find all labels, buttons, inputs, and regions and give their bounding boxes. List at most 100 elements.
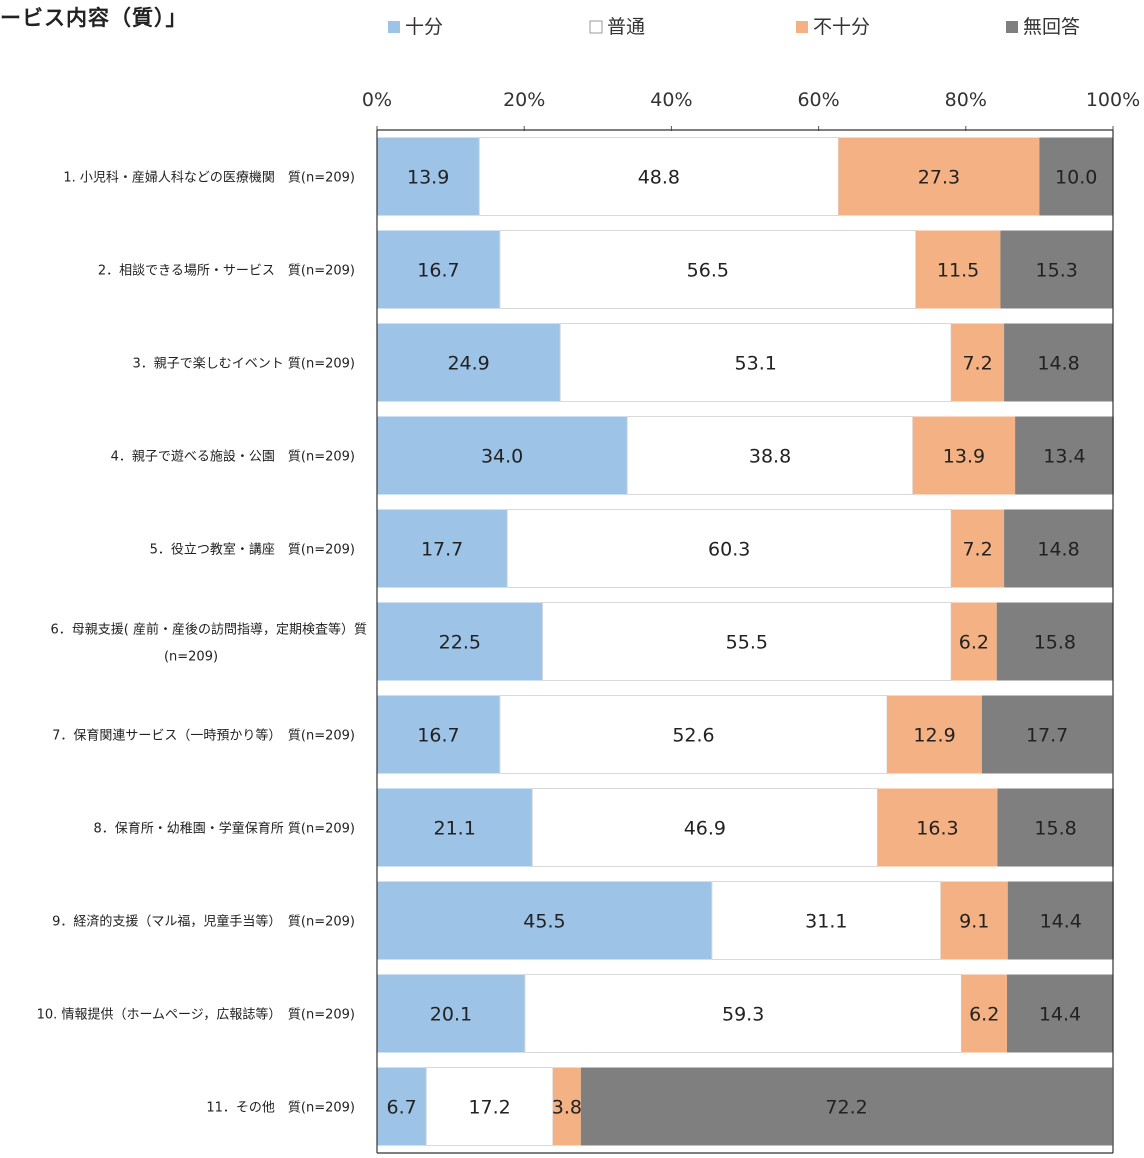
bar-segment bbox=[1004, 509, 1113, 588]
legend-label-4: 無回答 bbox=[1023, 16, 1080, 38]
data-label: 11.5 bbox=[937, 260, 979, 282]
data-label: 53.1 bbox=[735, 353, 777, 375]
data-label: 24.9 bbox=[447, 353, 489, 375]
data-label: 45.5 bbox=[523, 911, 565, 933]
x-tick-label: 20% bbox=[503, 89, 545, 111]
bar-segment bbox=[1015, 416, 1114, 495]
bar-segment bbox=[377, 974, 525, 1053]
data-label: 72.2 bbox=[825, 1097, 867, 1119]
category-label: 8．保育所・幼稚園・学童保育所 質(n=209) bbox=[94, 821, 356, 837]
bar-segment bbox=[1039, 137, 1113, 216]
bar-segment bbox=[377, 230, 500, 309]
bar-segment bbox=[951, 509, 1005, 588]
data-label: 12.9 bbox=[913, 725, 955, 747]
bar-segment bbox=[377, 137, 480, 216]
category-label: 10. 情報提供（ホームページ，広報誌等） 質(n=209) bbox=[37, 1007, 355, 1023]
bar-segment bbox=[887, 695, 982, 774]
x-tick-label: 0% bbox=[362, 89, 392, 111]
category-label: 11．その他 質(n=209) bbox=[206, 1101, 355, 1116]
data-label: 17.7 bbox=[1026, 725, 1068, 747]
bar-segment bbox=[951, 323, 1005, 402]
bar-segment bbox=[377, 695, 500, 774]
category-label: 6．母親支援( 産前・産後の訪問指導，定期検査等）質 bbox=[51, 622, 367, 638]
x-tick-label: 40% bbox=[650, 89, 692, 111]
bar-segment bbox=[377, 602, 543, 681]
bar-segment bbox=[915, 230, 1001, 309]
legend-swatch-4 bbox=[1006, 21, 1018, 33]
data-label: 16.7 bbox=[417, 725, 459, 747]
bar-segment bbox=[1007, 881, 1114, 960]
bar-segment bbox=[552, 1067, 581, 1146]
data-label: 14.4 bbox=[1040, 911, 1082, 933]
bar-segment bbox=[377, 788, 533, 867]
data-label: 13.4 bbox=[1043, 446, 1085, 468]
legend-label-1: 十分 bbox=[405, 16, 443, 38]
data-label: 55.5 bbox=[726, 632, 768, 654]
data-label: 16.7 bbox=[417, 260, 459, 282]
bar-segment bbox=[478, 137, 839, 216]
data-label: 15.8 bbox=[1034, 818, 1076, 840]
data-label: 16.3 bbox=[916, 818, 958, 840]
bar-segment bbox=[951, 602, 997, 681]
x-tick-label: 100% bbox=[1086, 89, 1140, 111]
data-label: 14.4 bbox=[1039, 1004, 1081, 1026]
bar-segment bbox=[711, 881, 942, 960]
data-label: 21.1 bbox=[433, 818, 475, 840]
data-label: 34.0 bbox=[481, 446, 523, 468]
bar-segment bbox=[940, 881, 1008, 960]
data-label: 22.5 bbox=[439, 632, 481, 654]
bar-segment bbox=[877, 788, 998, 867]
bar-segment bbox=[1004, 323, 1113, 402]
category-label-line2: (n=209) bbox=[164, 650, 218, 665]
category-label: 1. 小児科・産婦人科などの医療機関 質(n=209) bbox=[63, 170, 355, 186]
bar-segment bbox=[981, 695, 1113, 774]
legend-label-2: 普通 bbox=[607, 16, 645, 38]
bar-segment bbox=[912, 416, 1016, 495]
data-label: 31.1 bbox=[805, 911, 847, 933]
bar-segment bbox=[531, 788, 878, 867]
category-label: 5．役立つ教室・講座 質(n=209) bbox=[150, 542, 355, 558]
bar-segment bbox=[377, 1067, 427, 1146]
bar-segment bbox=[542, 602, 952, 681]
bar-segment bbox=[377, 509, 508, 588]
data-label: 13.9 bbox=[407, 167, 449, 189]
data-label: 59.3 bbox=[722, 1004, 764, 1026]
bar-segment bbox=[425, 1067, 554, 1146]
data-label: 56.5 bbox=[687, 260, 729, 282]
data-label: 14.8 bbox=[1037, 353, 1079, 375]
chart-title: ービス内容（質）」 bbox=[0, 6, 188, 30]
bar-segment bbox=[377, 416, 628, 495]
bar-segment bbox=[377, 881, 712, 960]
bar-segment bbox=[377, 323, 561, 402]
data-label: 52.6 bbox=[672, 725, 714, 747]
category-label: 9．経済的支援（マル福，児童手当等） 質(n=209) bbox=[52, 914, 355, 930]
bar-segment bbox=[580, 1067, 1113, 1146]
legend-swatch-3 bbox=[796, 21, 808, 33]
bar-segment bbox=[626, 416, 914, 495]
legend-swatch-1 bbox=[388, 21, 400, 33]
bar-segment bbox=[559, 323, 952, 402]
data-label: 15.3 bbox=[1036, 260, 1078, 282]
legend-label-3: 不十分 bbox=[813, 16, 870, 38]
data-label: 38.8 bbox=[749, 446, 791, 468]
data-label: 6.7 bbox=[387, 1097, 417, 1119]
data-label: 17.7 bbox=[421, 539, 463, 561]
bar-segment bbox=[838, 137, 1040, 216]
data-label: 60.3 bbox=[708, 539, 750, 561]
bar-segment bbox=[499, 695, 888, 774]
bar-segment bbox=[524, 974, 962, 1053]
bar-segment bbox=[506, 509, 952, 588]
x-tick-label: 80% bbox=[945, 89, 987, 111]
bar-segment bbox=[961, 974, 1008, 1053]
category-label: 3．親子で楽しむイベント 質(n=209) bbox=[133, 356, 356, 372]
data-label: 17.2 bbox=[468, 1097, 510, 1119]
data-label: 6.2 bbox=[959, 632, 989, 654]
bar-segment bbox=[499, 230, 917, 309]
data-label: 6.2 bbox=[969, 1004, 999, 1026]
bar-segment bbox=[1007, 974, 1113, 1053]
data-label: 7.2 bbox=[962, 539, 992, 561]
data-label: 9.1 bbox=[959, 911, 989, 933]
data-label: 3.8 bbox=[552, 1097, 582, 1119]
category-label: 2．相談できる場所・サービス 質(n=209) bbox=[98, 263, 355, 279]
